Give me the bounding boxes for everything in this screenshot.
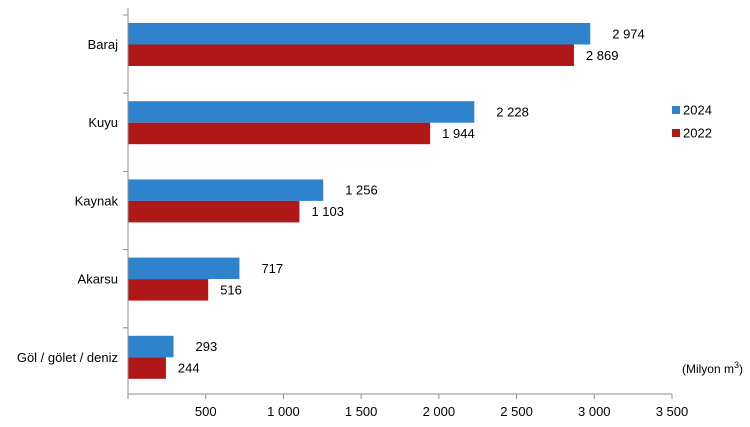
category-label-akarsu: Akarsu [78, 272, 118, 287]
bar-akarsu-2022 [128, 279, 209, 301]
bars-group [128, 23, 591, 379]
bar-g-l-g-let-deniz-2022 [128, 357, 166, 379]
value-label-baraj-2024: 2 974 [612, 26, 645, 41]
bar-baraj-2024 [128, 23, 591, 45]
value-label-akarsu-2024: 717 [261, 261, 283, 276]
bar-kaynak-2024 [128, 179, 324, 201]
value-label-g-l-g-let-deniz-2022: 244 [178, 361, 200, 376]
unit-label-close: ) [739, 362, 743, 376]
value-label-g-l-g-let-deniz-2024: 293 [196, 339, 218, 354]
unit-label-text: (Milyon m [682, 362, 734, 376]
x-axis: 500 1 000 1 500 2 000 2 500 3 000 3 500 [123, 8, 688, 419]
legend-label-2022: 2022 [683, 126, 712, 141]
bar-g-l-g-let-deniz-2024 [128, 335, 174, 358]
category-label-g-l-g-let-deniz: Göl / gölet / deniz [17, 350, 118, 365]
x-tick-label: 3 500 [656, 404, 689, 419]
bar-baraj-2022 [128, 44, 574, 66]
bar-kaynak-2022 [128, 200, 300, 223]
bar-kuyu-2024 [128, 101, 475, 123]
bar-akarsu-2024 [128, 257, 240, 280]
value-label-baraj-2022: 2 869 [586, 48, 619, 63]
value-label-kaynak-2024: 1 256 [345, 183, 378, 198]
x-tick-label: 2 000 [423, 404, 456, 419]
bar-kuyu-2022 [128, 122, 431, 145]
value-label-kuyu-2022: 1 944 [442, 126, 475, 141]
category-label-baraj: Baraj [88, 37, 118, 52]
unit-label-sup: 3 [734, 360, 739, 370]
value-label-akarsu-2022: 516 [220, 282, 242, 297]
x-tick-label: 1 000 [267, 404, 300, 419]
legend-swatch-2022 [672, 129, 680, 137]
legend-label-2024: 2024 [683, 103, 712, 118]
x-tick-label: 1 500 [345, 404, 378, 419]
legend-swatch-2024 [672, 106, 680, 114]
legend: 2024 2022 [672, 103, 712, 141]
unit-label: (Milyon m3) [682, 360, 743, 376]
category-label-kuyu: Kuyu [88, 115, 118, 130]
value-label-kaynak-2022: 1 103 [311, 204, 344, 219]
category-label-kaynak: Kaynak [75, 193, 119, 208]
value-label-kuyu-2024: 2 228 [496, 104, 529, 119]
x-tick-label: 3 000 [578, 404, 611, 419]
x-tick-label: 500 [195, 404, 217, 419]
x-tick-label: 2 500 [500, 404, 533, 419]
category-labels: Baraj Kuyu Kaynak Akarsu Göl / gölet / deniz [17, 37, 119, 365]
